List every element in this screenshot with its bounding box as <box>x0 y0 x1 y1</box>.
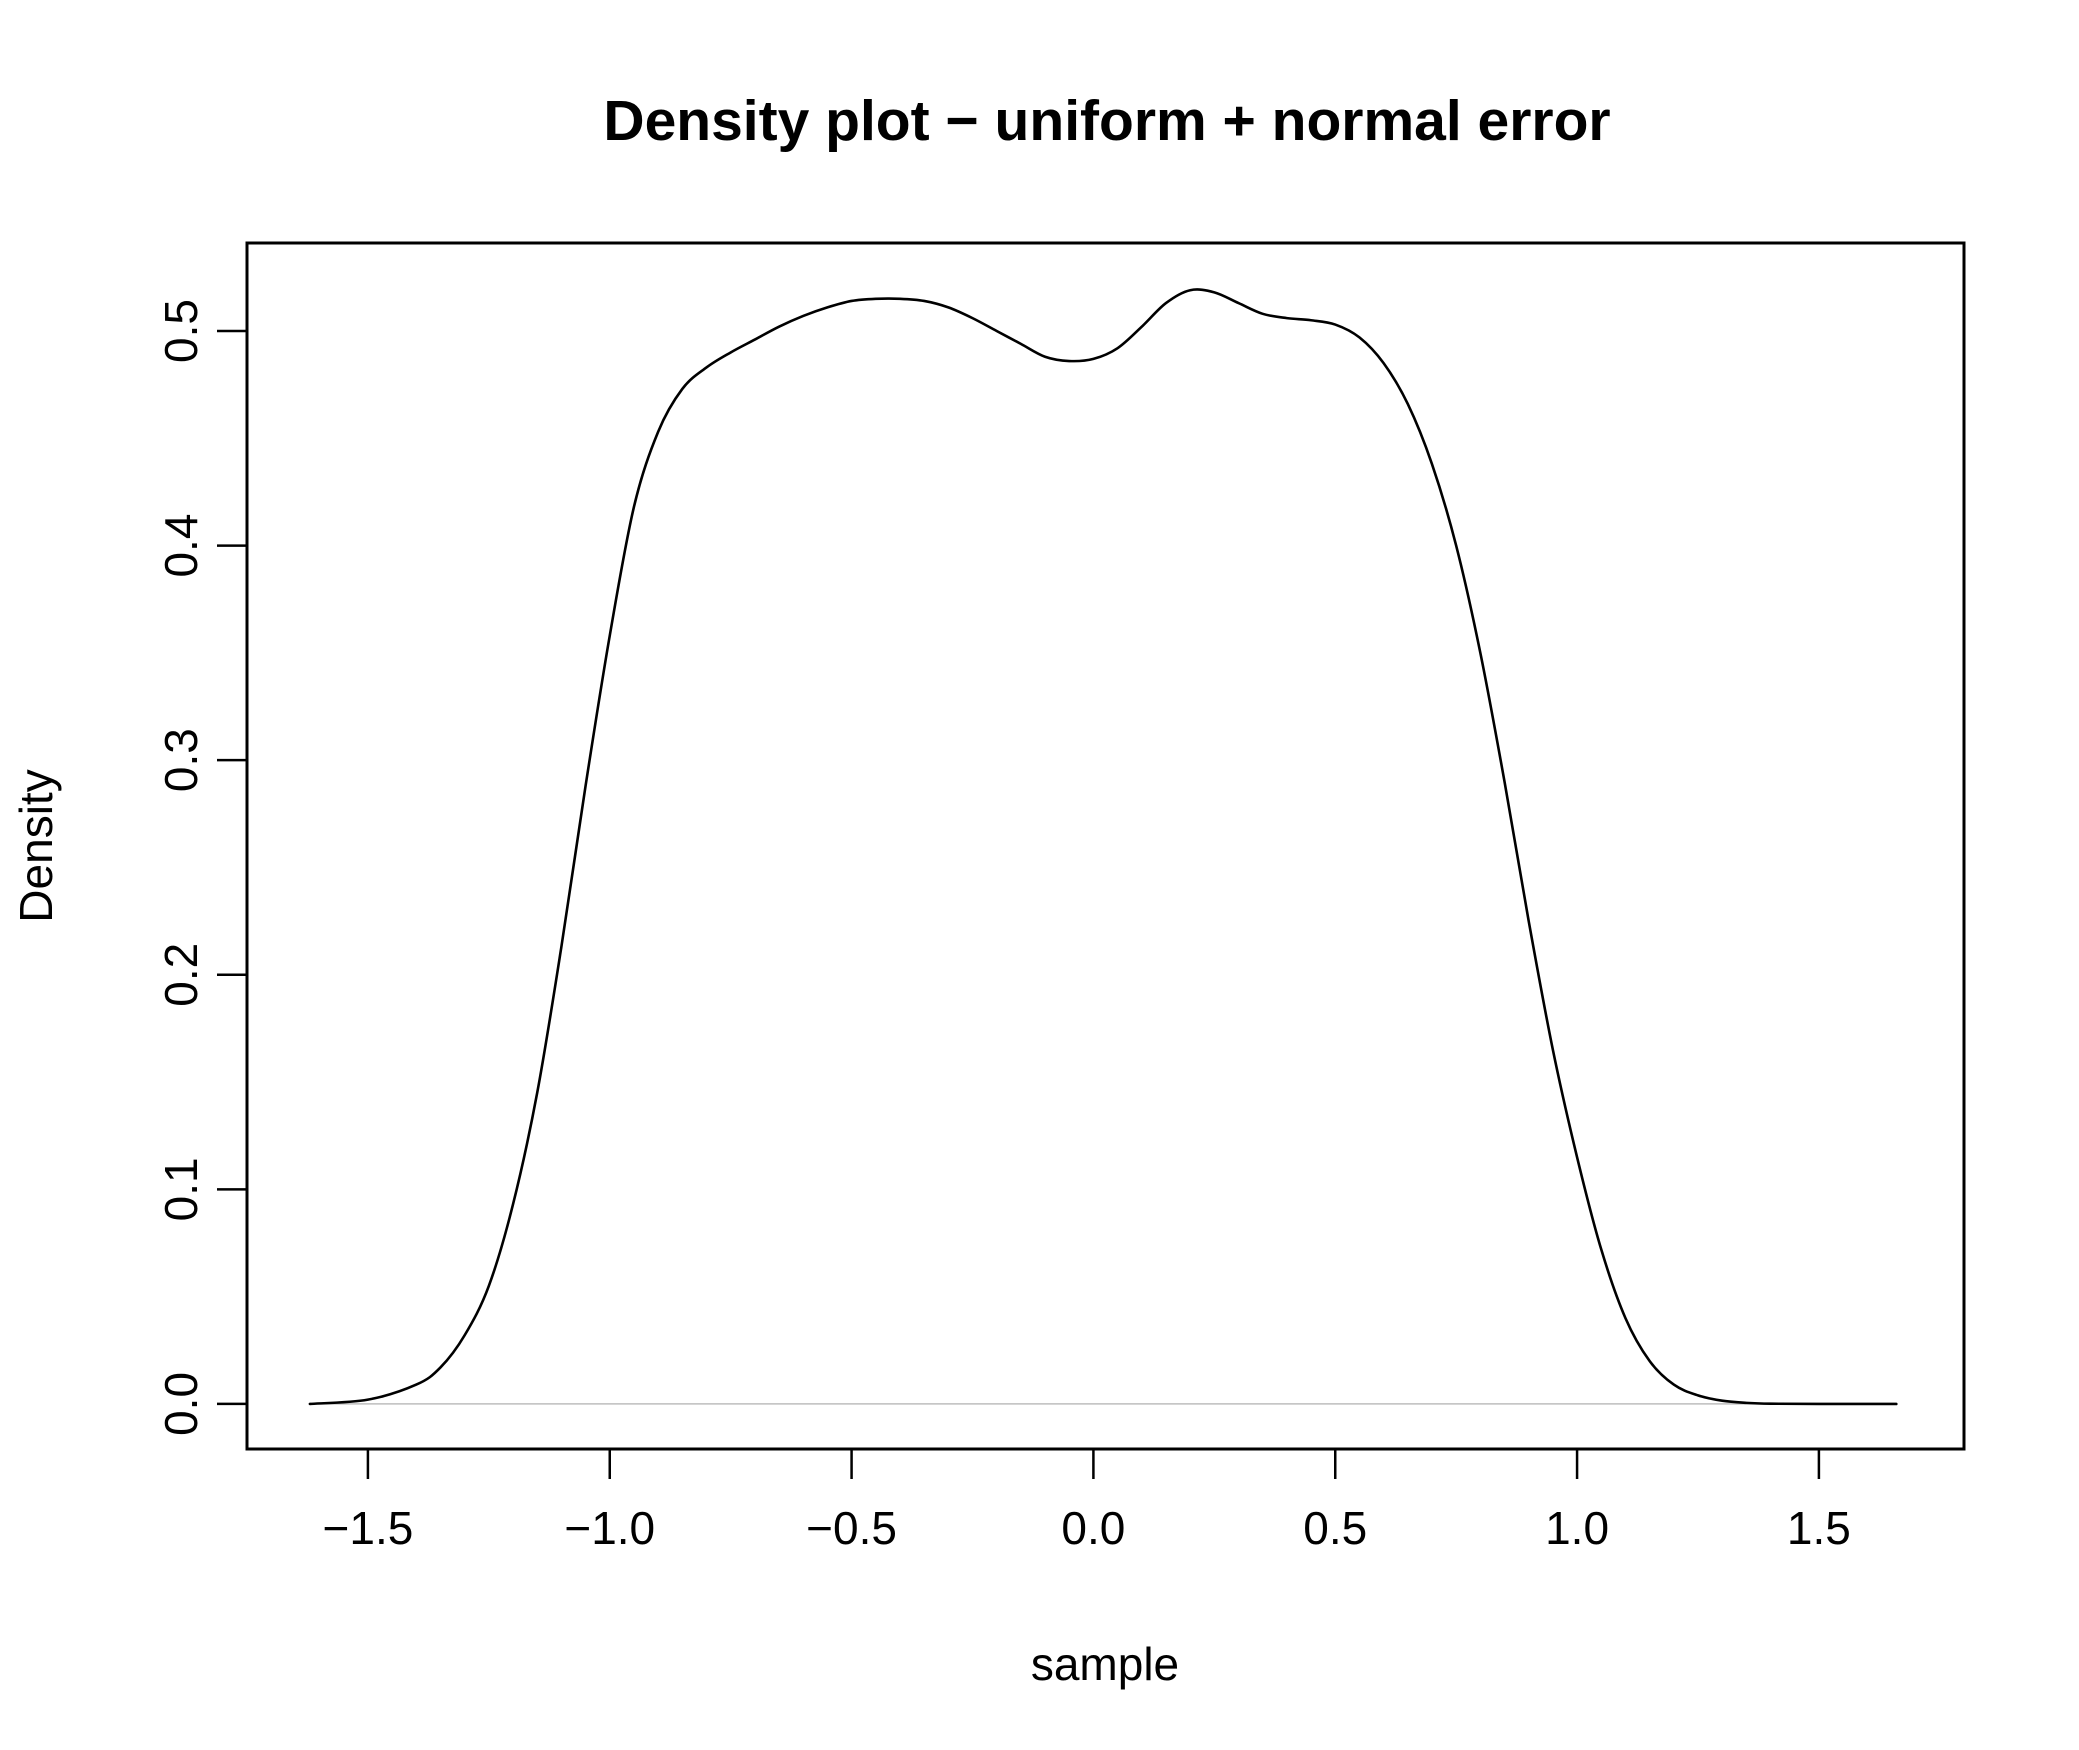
x-tick-label: −1.0 <box>564 1502 655 1554</box>
y-tick-label: 0.3 <box>155 728 207 792</box>
x-tick-label: 0.5 <box>1303 1502 1367 1554</box>
chart-title: Density plot − uniform + normal error <box>603 89 1610 153</box>
x-tick-label: −1.5 <box>323 1502 414 1554</box>
density-curve <box>308 288 1898 1406</box>
y-axis: 0.0 0.1 0.2 0.3 0.4 0.5 <box>155 299 249 1436</box>
y-tick-label: 0.4 <box>155 514 207 578</box>
y-tick-label: 0.5 <box>155 299 207 363</box>
x-axis-label: sample <box>1031 1638 1179 1690</box>
y-tick-label: 0.2 <box>155 943 207 1007</box>
x-tick-label: −0.5 <box>806 1502 897 1554</box>
y-tick-label: 0.0 <box>155 1372 207 1436</box>
x-axis: −1.5 −1.0 −0.5 0.0 0.5 1.0 1.5 <box>323 1447 1851 1554</box>
x-tick-label: 1.0 <box>1545 1502 1609 1554</box>
x-tick-label: 0.0 <box>1061 1502 1125 1554</box>
y-axis-label: Density <box>10 769 62 922</box>
y-tick-label: 0.1 <box>155 1157 207 1221</box>
plot-frame <box>245 241 1966 1451</box>
x-tick-label: 1.5 <box>1787 1502 1851 1554</box>
